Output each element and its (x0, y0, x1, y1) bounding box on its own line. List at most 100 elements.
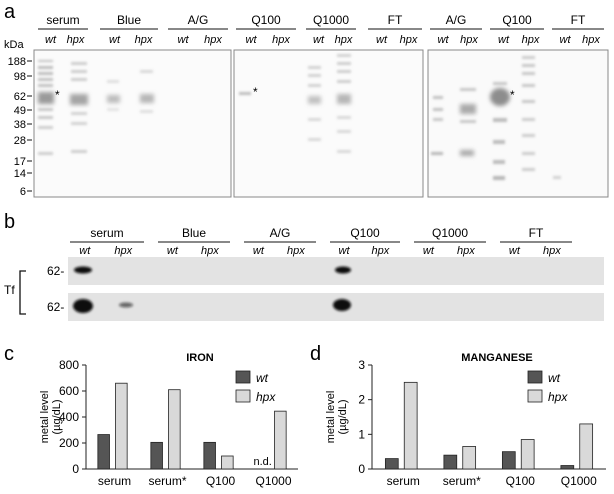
blot-group-label: A/G (270, 226, 291, 240)
mw-marker-label: 98 (14, 71, 26, 83)
manganese-chart: MANGANESE 0 1 2 3 metal level (µg/dL) serum seru… (325, 352, 606, 488)
y-tick-label: 200 (59, 436, 79, 450)
x-tick-label: Q100 (206, 474, 236, 488)
x-tick-label: serum* (148, 474, 186, 488)
gel-a-lane-label: wt (109, 34, 121, 46)
x-tick-label: Q1000 (561, 474, 597, 488)
gel-a-group-label: serum (46, 13, 79, 27)
gel-a-lane-label: wt (246, 34, 258, 46)
y-tick-label: 3 (358, 358, 365, 372)
gel-a-lane-label: hpx (400, 34, 418, 46)
bar-hpx (462, 446, 477, 470)
gel-a-lane-label: hpx (335, 34, 353, 46)
bar-hpx (221, 455, 234, 470)
mw-marker-label: 17 (14, 156, 26, 168)
blot-lane-label: wt (423, 245, 435, 257)
chart-title: IRON (186, 352, 214, 364)
asterisk-1: * (55, 88, 60, 102)
y-tick-label: 0 (72, 462, 79, 476)
blot-lane-label: wt (339, 245, 351, 257)
gel-2 (233, 49, 424, 198)
legend-swatch-hpx (235, 389, 251, 403)
asterisk-2: * (253, 85, 258, 99)
y-tick-label: 600 (59, 384, 79, 398)
asterisk-3: * (510, 88, 515, 102)
gel-a-lane-label: hpx (272, 34, 290, 46)
marker-top: 62- (47, 264, 64, 278)
gel-a-group-label: FT (388, 13, 403, 27)
blot-lane-label: wt (79, 245, 91, 257)
legend-label-wt: wt (548, 371, 561, 385)
annotation-label: n.d. (253, 456, 271, 468)
gel-a-lane-label: wt (438, 34, 450, 46)
mw-marker-label: 38 (14, 119, 26, 131)
bar-wt (501, 451, 516, 470)
bar-hpx (274, 410, 287, 470)
mw-marker-label: 28 (14, 135, 26, 147)
legend-swatch-hpx (527, 389, 543, 403)
blot-lane-label: hpx (287, 245, 305, 257)
blot-lane-label: hpx (372, 245, 390, 257)
y-axis-label: metal level (39, 391, 51, 444)
x-tick-label: serum (98, 474, 131, 488)
mw-marker-label: 14 (14, 168, 26, 180)
gel-3 (427, 49, 609, 198)
panel-c-letter: c (4, 343, 14, 365)
bar-wt (560, 465, 575, 470)
gel-a-group-label: Q100 (502, 13, 532, 27)
gel-a-lane-label: wt (376, 34, 388, 46)
blot-group-label: serum (90, 226, 123, 240)
gel-a-lane-label: wt (313, 34, 325, 46)
gel-a-lane-label: hpx (67, 34, 85, 46)
legend-swatch-wt (527, 370, 543, 384)
gel-a-group-label: A/G (446, 13, 467, 27)
bar-hpx (579, 423, 594, 470)
mw-marker-label: 62 (14, 91, 26, 103)
gel-2-bands (239, 54, 351, 153)
bar-wt (443, 454, 458, 470)
panel-b-letter: b (4, 211, 15, 233)
legend-swatch-wt (235, 370, 251, 384)
gel-a-group-label: Blue (117, 13, 141, 27)
blot-lane-label: wt (253, 245, 265, 257)
blot-bands (73, 266, 351, 313)
legend-label-hpx: hpx (548, 390, 568, 404)
x-tick-label: Q1000 (255, 474, 291, 488)
y-tick-label: 2 (358, 393, 365, 407)
gel-a-lane-label: hpx (135, 34, 153, 46)
gel-a-group-label: A/G (188, 13, 209, 27)
bar-hpx (403, 381, 418, 470)
x-tick-label: serum (387, 474, 420, 488)
mw-marker-label: 6 (20, 186, 26, 198)
blot-group-label: Q100 (350, 226, 380, 240)
gel-a-lane-label: hpx (204, 34, 222, 46)
y-tick-label: 400 (59, 410, 79, 424)
bar-wt (384, 458, 399, 470)
tf-bracket (19, 270, 26, 315)
gel-3-bands (431, 56, 561, 180)
blot-group-label: FT (529, 226, 544, 240)
legend-label-hpx: hpx (256, 390, 276, 404)
y-axis-label-unit: (µg/dL) (51, 399, 63, 434)
gel-a-group-label: Q100 (251, 13, 281, 27)
y-axis-label-unit: (µg/dL) (337, 399, 349, 434)
blot-lane-label: hpx (201, 245, 219, 257)
blot-lane-label: hpx (457, 245, 475, 257)
gel-a-lane-label: hpx (460, 34, 478, 46)
x-tick-label: serum* (443, 474, 481, 488)
panel-a-letter: a (4, 1, 16, 23)
bar-wt (203, 441, 216, 470)
kda-label: kDa (4, 39, 24, 51)
chart-title: MANGANESE (461, 352, 533, 364)
blot-lane-label: hpx (543, 245, 561, 257)
bar-hpx (520, 439, 535, 470)
gel-1 (33, 49, 232, 198)
tf-label: Tf (4, 283, 15, 297)
gel-a-lane-label: hpx (522, 34, 540, 46)
bar-wt (97, 434, 110, 470)
bar-hpx (168, 389, 181, 470)
